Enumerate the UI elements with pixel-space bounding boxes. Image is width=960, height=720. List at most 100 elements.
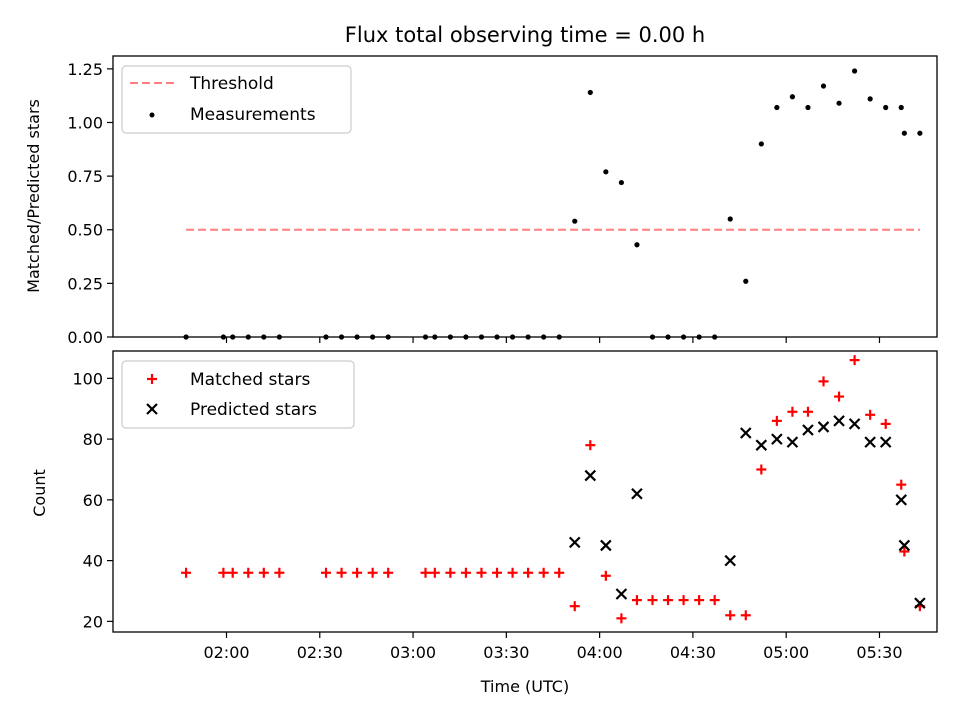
matched-star-point xyxy=(694,595,705,606)
matched-star-point xyxy=(849,355,860,366)
bottom-axes-frame xyxy=(112,350,938,633)
matched-star-point xyxy=(218,567,229,578)
matched-star-point xyxy=(523,567,534,578)
measurement-point xyxy=(774,104,780,111)
predicted-star-point xyxy=(848,418,861,430)
predicted-star-point xyxy=(584,469,597,482)
predicted-star-point xyxy=(898,539,911,552)
matched-star-point xyxy=(725,610,736,621)
top-legend-box xyxy=(121,65,352,134)
matched-star-point xyxy=(600,570,611,581)
predicted-star-point xyxy=(600,539,612,552)
matched-star-point xyxy=(181,567,192,578)
bottom-legend-box xyxy=(121,360,355,429)
bottom-legend: Matched stars Predicted stars xyxy=(121,360,355,429)
predicted-star-point xyxy=(724,554,737,567)
matched-star-point xyxy=(899,546,910,557)
legend-threshold-label: Threshold xyxy=(189,74,274,94)
measurement-point xyxy=(603,169,609,175)
predicted-star-point xyxy=(615,588,628,600)
measurement-point xyxy=(917,130,923,136)
measurement-point xyxy=(836,100,842,106)
measurement-point xyxy=(820,83,827,89)
x-axis-label: Time (UTC) xyxy=(480,677,569,696)
matched-star-point xyxy=(865,409,876,420)
predicted-star-point xyxy=(755,439,768,451)
measurement-point xyxy=(634,242,640,248)
bottom-plot-area xyxy=(181,355,926,624)
matched-star-point xyxy=(336,567,347,578)
measurement-point xyxy=(852,68,858,74)
measurement-point xyxy=(743,278,749,284)
matched-star-point xyxy=(585,440,596,451)
matched-star-point xyxy=(429,567,440,578)
x-tick-label: 04:00 xyxy=(577,643,623,662)
bottom-y-tick-label: 80 xyxy=(83,430,103,449)
matched-star-point xyxy=(445,567,456,578)
matched-star-point xyxy=(709,595,720,606)
bottom-y-tick-label: 40 xyxy=(83,552,103,571)
predicted-star-point xyxy=(568,536,581,549)
measurement-point xyxy=(805,104,811,111)
predicted-star-point xyxy=(802,424,814,436)
measurement-point xyxy=(618,179,624,186)
x-tick-label: 02:30 xyxy=(297,643,343,662)
top-y-tick-label: 0.50 xyxy=(67,221,103,240)
predicted-star-point xyxy=(895,494,908,506)
predicted-star-point xyxy=(631,488,643,500)
predicted-star-point xyxy=(833,415,845,427)
matched-star-point xyxy=(383,567,394,578)
matched-star-point xyxy=(569,601,580,612)
matched-star-point xyxy=(771,415,782,426)
matched-star-point xyxy=(352,567,363,578)
legend-predicted-swatch xyxy=(146,403,158,415)
count-panel: Count Time (UTC) 20 40 60 80 100 02:00 02:30 03… xyxy=(30,350,938,696)
top-y-tick-label: 1.00 xyxy=(67,113,103,132)
matched-star-point xyxy=(507,567,518,578)
measurement-point xyxy=(898,104,904,111)
matched-star-point xyxy=(880,418,891,429)
predicted-star-point xyxy=(739,427,752,439)
measurement-point xyxy=(758,141,764,147)
matched-star-point xyxy=(834,391,845,402)
matched-star-point xyxy=(787,406,798,417)
measurement-point xyxy=(587,89,593,96)
measurement-point xyxy=(727,216,733,222)
top-y-tick-label: 0.25 xyxy=(67,274,103,293)
x-tick-label: 04:30 xyxy=(670,643,716,662)
matched-star-point xyxy=(896,479,907,490)
bottom-y-tick-label: 100 xyxy=(72,369,103,388)
top-legend: Threshold Measurements xyxy=(121,65,352,134)
matched-star-point xyxy=(802,406,813,417)
predicted-star-point xyxy=(879,436,892,448)
matched-star-point xyxy=(631,595,642,606)
matched-star-point xyxy=(492,567,503,578)
bottom-ticks: 20 40 60 80 100 02:00 02:30 03:00 03:30 04:00 04:3… xyxy=(72,369,902,662)
top-y-tick-label: 0.75 xyxy=(67,167,103,186)
matched-star-point xyxy=(740,610,751,621)
matched-star-point xyxy=(818,376,829,387)
matched-star-point xyxy=(616,613,627,624)
matched-star-point xyxy=(554,567,565,578)
bottom-y-tick-label: 20 xyxy=(83,612,103,631)
legend-matched-swatch xyxy=(147,374,157,384)
matched-star-point xyxy=(420,567,431,578)
predicted-star-point xyxy=(864,436,876,448)
x-tick-label: 05:30 xyxy=(856,643,902,662)
measurement-point xyxy=(883,104,889,111)
top-y-tick-label: 0.00 xyxy=(67,328,103,347)
matched-star-point xyxy=(756,464,767,475)
matched-star-point xyxy=(678,595,689,606)
legend-measurements-label: Measurements xyxy=(190,105,316,125)
predicted-star-point xyxy=(786,436,799,448)
top-ticks: 0.00 0.25 0.50 0.75 1.00 1.25 xyxy=(67,60,881,347)
matched-star-point xyxy=(663,595,674,606)
matched-star-point xyxy=(243,567,254,578)
chart-title: Flux total observing time = 0.00 h xyxy=(345,23,705,47)
top-plot-area xyxy=(183,68,923,340)
matched-star-point xyxy=(320,567,331,578)
legend-measurements-swatch xyxy=(149,112,155,118)
matched-star-point xyxy=(476,567,487,578)
x-tick-label: 03:30 xyxy=(483,643,529,662)
predicted-star-point xyxy=(771,433,783,445)
